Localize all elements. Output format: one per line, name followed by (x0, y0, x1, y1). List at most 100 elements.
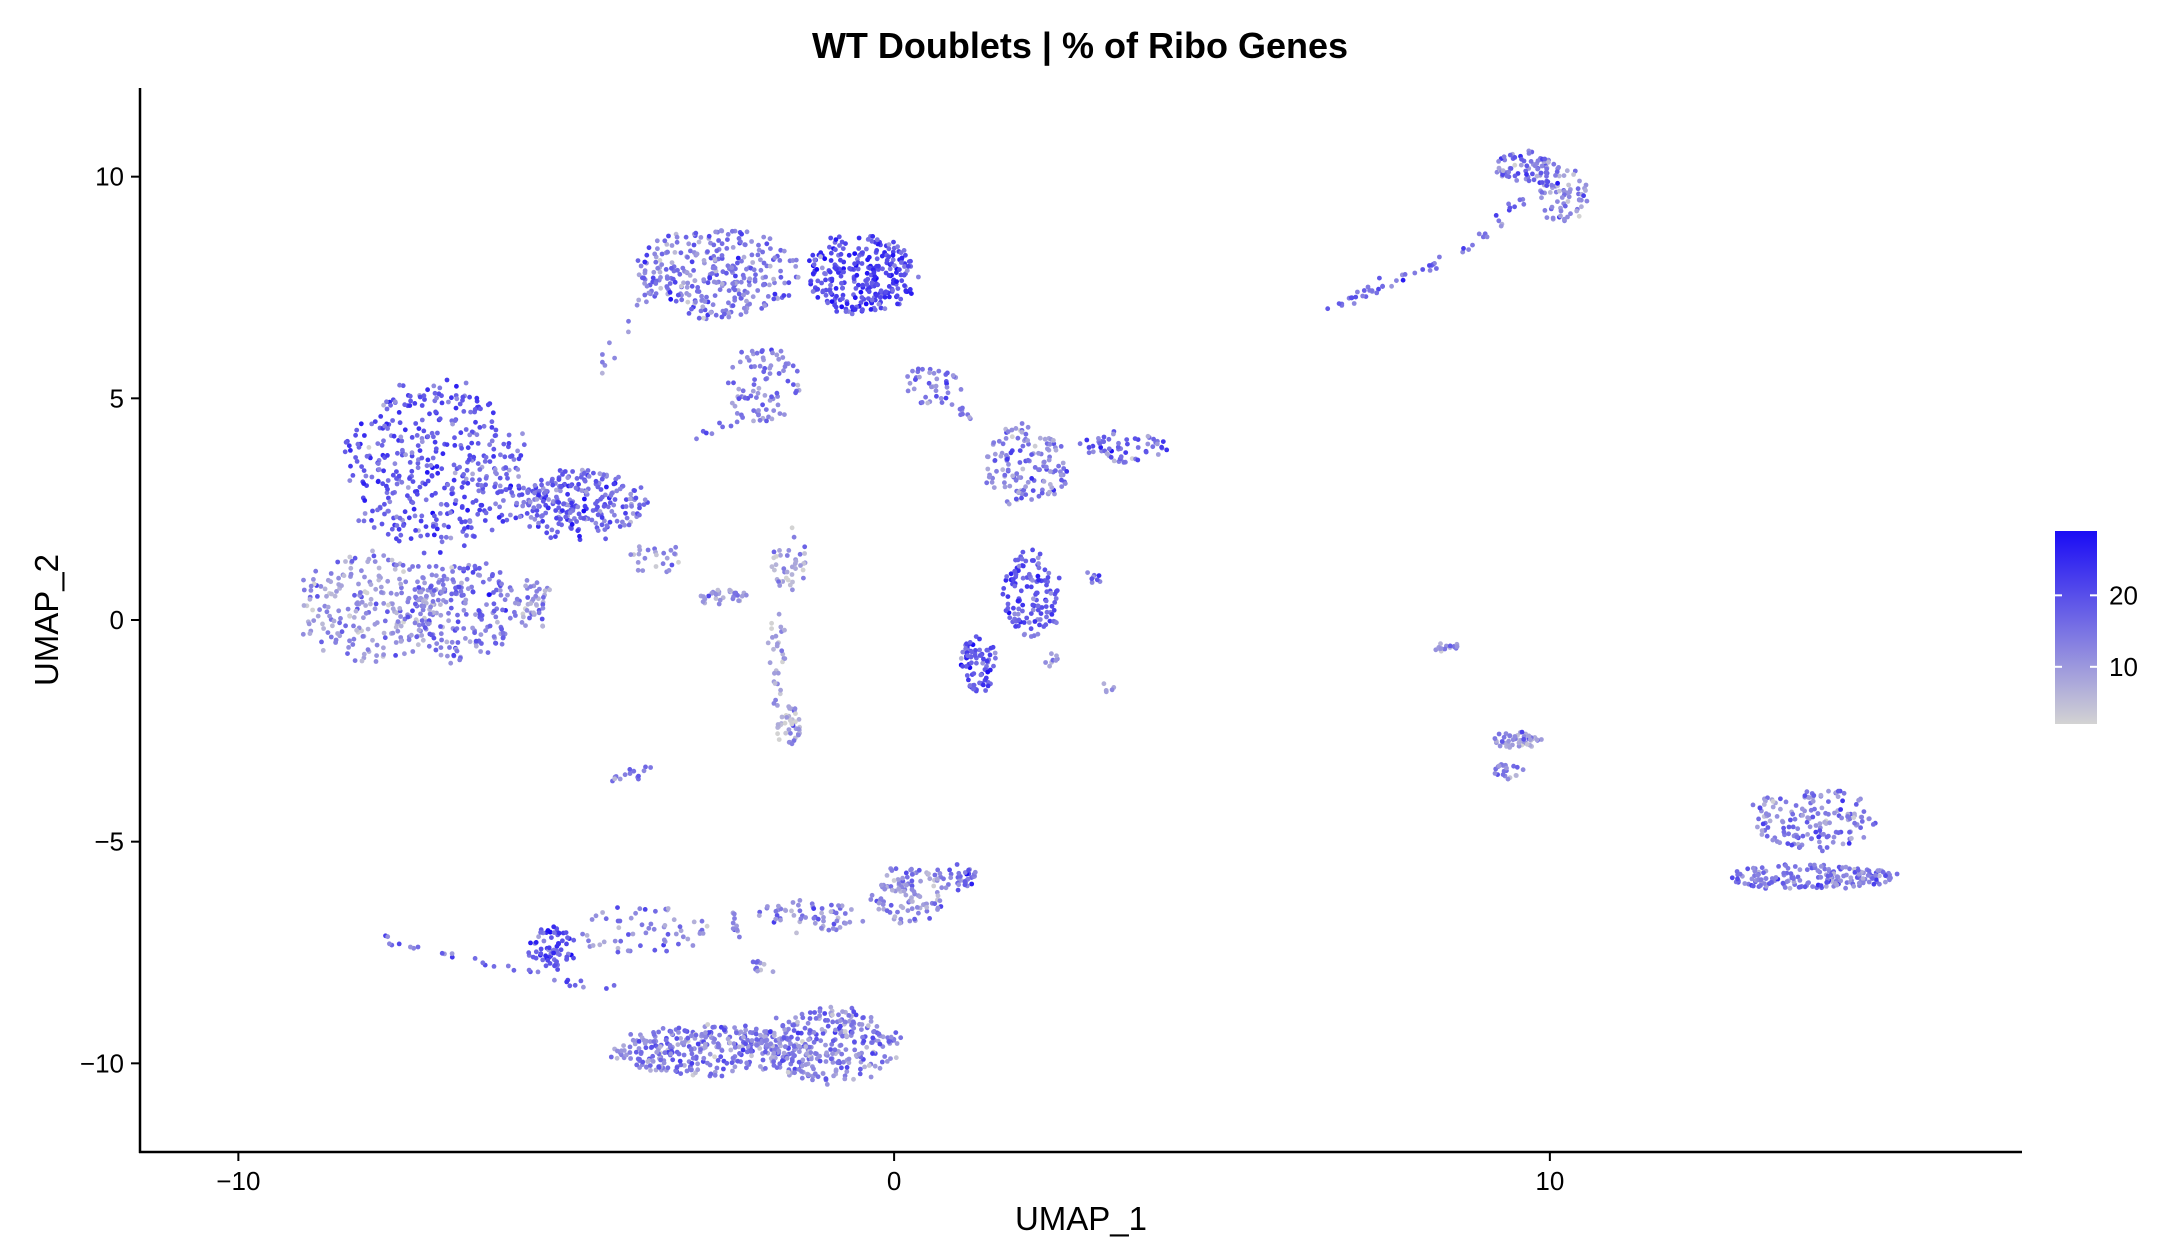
data-point (635, 567, 641, 573)
data-point (507, 485, 513, 491)
data-point (1755, 824, 1760, 830)
data-point (720, 424, 725, 430)
data-point (859, 1022, 865, 1027)
data-point (301, 577, 306, 583)
data-point (761, 281, 767, 287)
data-point (595, 504, 600, 510)
data-point (565, 935, 570, 941)
data-point (487, 576, 492, 582)
data-point (437, 385, 443, 391)
data-point (638, 263, 644, 269)
data-point (1810, 884, 1815, 889)
data-point (1539, 190, 1545, 195)
data-point (581, 516, 587, 521)
data-point (1034, 590, 1040, 596)
data-point (1016, 489, 1021, 495)
data-point (907, 918, 913, 924)
data-point (692, 278, 698, 284)
data-point (501, 441, 507, 447)
data-point (792, 1070, 797, 1076)
data-point (778, 274, 784, 280)
data-point (1564, 168, 1570, 174)
data-point (726, 314, 732, 320)
data-point (1003, 577, 1009, 583)
data-point (1555, 199, 1560, 205)
data-point (847, 266, 852, 271)
data-point (864, 1044, 870, 1050)
data-point (750, 260, 756, 265)
data-point (642, 259, 648, 265)
data-point (1526, 178, 1532, 184)
data-point (775, 641, 780, 647)
data-point (782, 280, 788, 286)
data-point (886, 242, 892, 248)
data-point (415, 944, 421, 950)
data-point (744, 229, 750, 235)
data-point (462, 494, 467, 500)
data-point (603, 536, 608, 542)
data-point (773, 697, 778, 703)
data-point (1008, 450, 1014, 456)
data-point (757, 363, 763, 369)
data-point (549, 478, 555, 484)
data-point (945, 390, 951, 396)
data-point (935, 905, 941, 911)
data-point (838, 251, 844, 257)
data-point (426, 643, 432, 649)
data-point (1835, 794, 1841, 800)
data-point (666, 568, 672, 573)
data-point (887, 294, 892, 300)
data-point (371, 525, 377, 530)
data-point (1894, 871, 1900, 877)
data-point (963, 646, 969, 652)
data-point (512, 609, 517, 615)
data-point (675, 267, 680, 273)
data-point (1824, 834, 1830, 840)
data-point (478, 406, 483, 412)
data-point (760, 249, 765, 255)
data-point (725, 380, 731, 386)
data-point (636, 551, 642, 557)
data-point (678, 1071, 684, 1076)
data-point (690, 1055, 696, 1061)
data-point (492, 433, 498, 439)
data-point (731, 911, 737, 917)
data-point (415, 443, 421, 448)
data-point (1004, 453, 1009, 458)
data-point (544, 530, 550, 536)
data-point (960, 411, 965, 417)
data-point (815, 295, 821, 300)
data-point (892, 263, 897, 269)
data-point (425, 478, 431, 484)
x-axis-label: UMAP_1 (1015, 1200, 1147, 1237)
data-point (859, 308, 865, 313)
data-point (396, 410, 402, 415)
data-point (871, 1029, 876, 1035)
data-point (1447, 643, 1453, 649)
data-point (678, 250, 684, 256)
data-point (781, 368, 786, 374)
data-point (601, 503, 607, 509)
data-point (1017, 448, 1023, 453)
data-point (653, 564, 659, 569)
data-point (403, 452, 408, 458)
data-point (761, 961, 767, 967)
data-point (939, 885, 945, 891)
data-point (688, 248, 693, 254)
data-point (1574, 208, 1580, 214)
data-point (540, 498, 546, 504)
data-point (732, 1064, 738, 1070)
data-point (641, 768, 647, 774)
data-point (772, 255, 778, 261)
data-point (1788, 817, 1793, 823)
data-point (943, 395, 949, 401)
data-point (422, 625, 428, 631)
data-point (1797, 878, 1803, 883)
data-point (920, 366, 925, 372)
data-point (807, 1010, 813, 1015)
data-point (382, 618, 388, 624)
data-point (1496, 159, 1501, 164)
data-point (1832, 810, 1837, 816)
data-point (501, 498, 506, 503)
